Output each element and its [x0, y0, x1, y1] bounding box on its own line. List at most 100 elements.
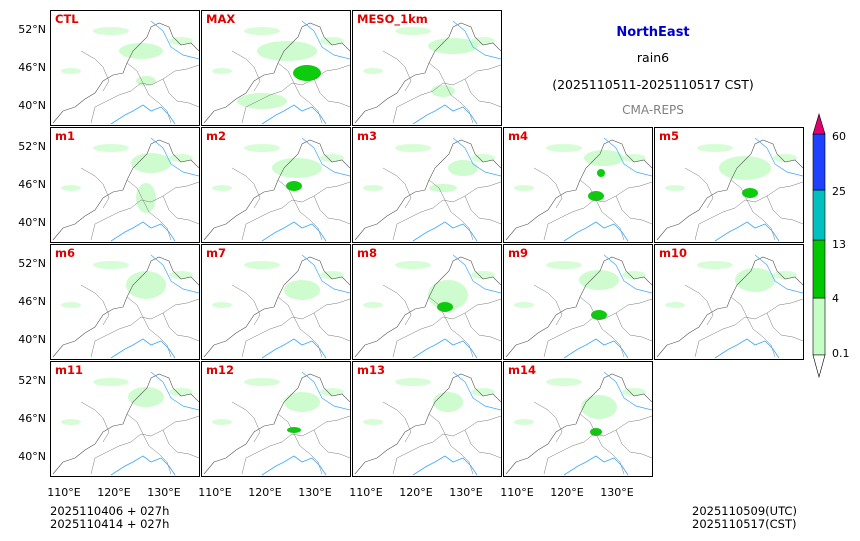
member-label: m14: [508, 363, 536, 377]
heavy-rain-cell: [588, 191, 604, 201]
precip-map: [354, 371, 501, 476]
member-panel: m2: [201, 127, 351, 243]
river: [301, 254, 350, 294]
province-boundary: [162, 195, 199, 225]
lat-tick-label: 52°N: [18, 257, 46, 270]
province-boundary: [80, 167, 110, 209]
province-boundary: [241, 415, 350, 475]
precip-map: [203, 20, 350, 125]
light-rain-band: [546, 144, 582, 152]
heavy-rain-cell: [591, 310, 607, 320]
coastline: [110, 455, 176, 476]
coastline: [110, 338, 176, 359]
member-panel: m11: [50, 361, 200, 477]
colorbar: [812, 112, 826, 379]
precip-map: [52, 254, 199, 359]
province-boundary: [543, 298, 652, 358]
province-boundary: [90, 64, 199, 124]
light-rain-area: [128, 387, 164, 407]
chart-source: CMA-REPS: [622, 103, 684, 117]
light-rain-area: [272, 158, 322, 178]
chart-region-title: NorthEast: [616, 25, 690, 40]
province-boundary: [162, 429, 199, 459]
light-rain-area: [735, 268, 775, 292]
member-panel: m8: [352, 244, 502, 360]
light-rain-band: [244, 378, 280, 386]
precip-map: [354, 137, 501, 242]
river: [452, 137, 501, 177]
light-rain-area: [237, 93, 287, 109]
light-rain-band: [514, 419, 534, 425]
province-boundary: [277, 413, 323, 475]
precip-map: [52, 20, 199, 125]
light-rain-area: [428, 280, 468, 310]
light-rain-band: [363, 185, 383, 191]
province-boundary: [579, 296, 625, 358]
light-rain-band: [471, 271, 495, 279]
river: [150, 371, 199, 411]
light-rain-band: [471, 388, 495, 396]
member-label: MESO_1km: [357, 12, 428, 26]
coastline: [714, 338, 780, 359]
river: [603, 137, 652, 177]
precip-map: [203, 254, 350, 359]
member-label: m2: [206, 129, 226, 143]
heavy-rain-cell: [597, 169, 605, 177]
national-border: [203, 22, 350, 124]
light-rain-band: [244, 27, 280, 35]
light-rain-band: [169, 154, 193, 162]
member-label: m13: [357, 363, 385, 377]
province-boundary: [162, 78, 199, 108]
member-panel: m1: [50, 127, 200, 243]
colorbar-max-arrow: [812, 112, 826, 135]
light-rain-band: [622, 154, 646, 162]
light-rain-band: [93, 378, 129, 386]
lon-tick-label: 110°E: [47, 486, 81, 499]
precip-map: [505, 254, 652, 359]
province-boundary: [392, 415, 501, 475]
province-boundary: [533, 401, 563, 443]
province-boundary: [231, 284, 261, 326]
province-boundary: [162, 312, 199, 342]
coastline: [412, 221, 478, 242]
heavy-rain-cell: [286, 181, 302, 191]
lon-tick-label: 120°E: [97, 486, 131, 499]
province-boundary: [428, 179, 474, 241]
lon-tick-label: 110°E: [349, 486, 383, 499]
light-rain-band: [697, 144, 733, 152]
national-border: [52, 256, 199, 358]
national-border: [203, 373, 350, 475]
light-rain-band: [773, 154, 797, 162]
member-panel: m6: [50, 244, 200, 360]
province-boundary: [730, 179, 776, 241]
province-boundary: [126, 179, 172, 241]
light-rain-band: [61, 68, 81, 74]
heavy-rain-cell: [437, 302, 453, 312]
province-boundary: [579, 413, 625, 475]
member-panel: CTL: [50, 10, 200, 126]
light-rain-band: [665, 185, 685, 191]
light-rain-area: [448, 160, 478, 176]
river: [301, 137, 350, 177]
coastline: [563, 221, 629, 242]
lon-tick-label: 130°E: [449, 486, 483, 499]
heavy-rain-cell: [293, 65, 321, 81]
national-border: [52, 22, 199, 124]
province-boundary: [464, 195, 501, 225]
province-boundary: [80, 284, 110, 326]
province-boundary: [615, 195, 652, 225]
province-boundary: [766, 195, 803, 225]
province-boundary: [684, 284, 714, 326]
heavy-rain-cell: [287, 427, 301, 433]
lat-tick-label: 52°N: [18, 140, 46, 153]
precip-map: [52, 371, 199, 476]
light-rain-area: [429, 184, 457, 192]
precip-map: [203, 137, 350, 242]
river: [301, 20, 350, 60]
river: [603, 371, 652, 411]
colorbar-level-label: 25: [832, 185, 846, 198]
coastline: [261, 455, 327, 476]
light-rain-area: [719, 156, 771, 180]
member-label: m7: [206, 246, 226, 260]
province-boundary: [615, 429, 652, 459]
